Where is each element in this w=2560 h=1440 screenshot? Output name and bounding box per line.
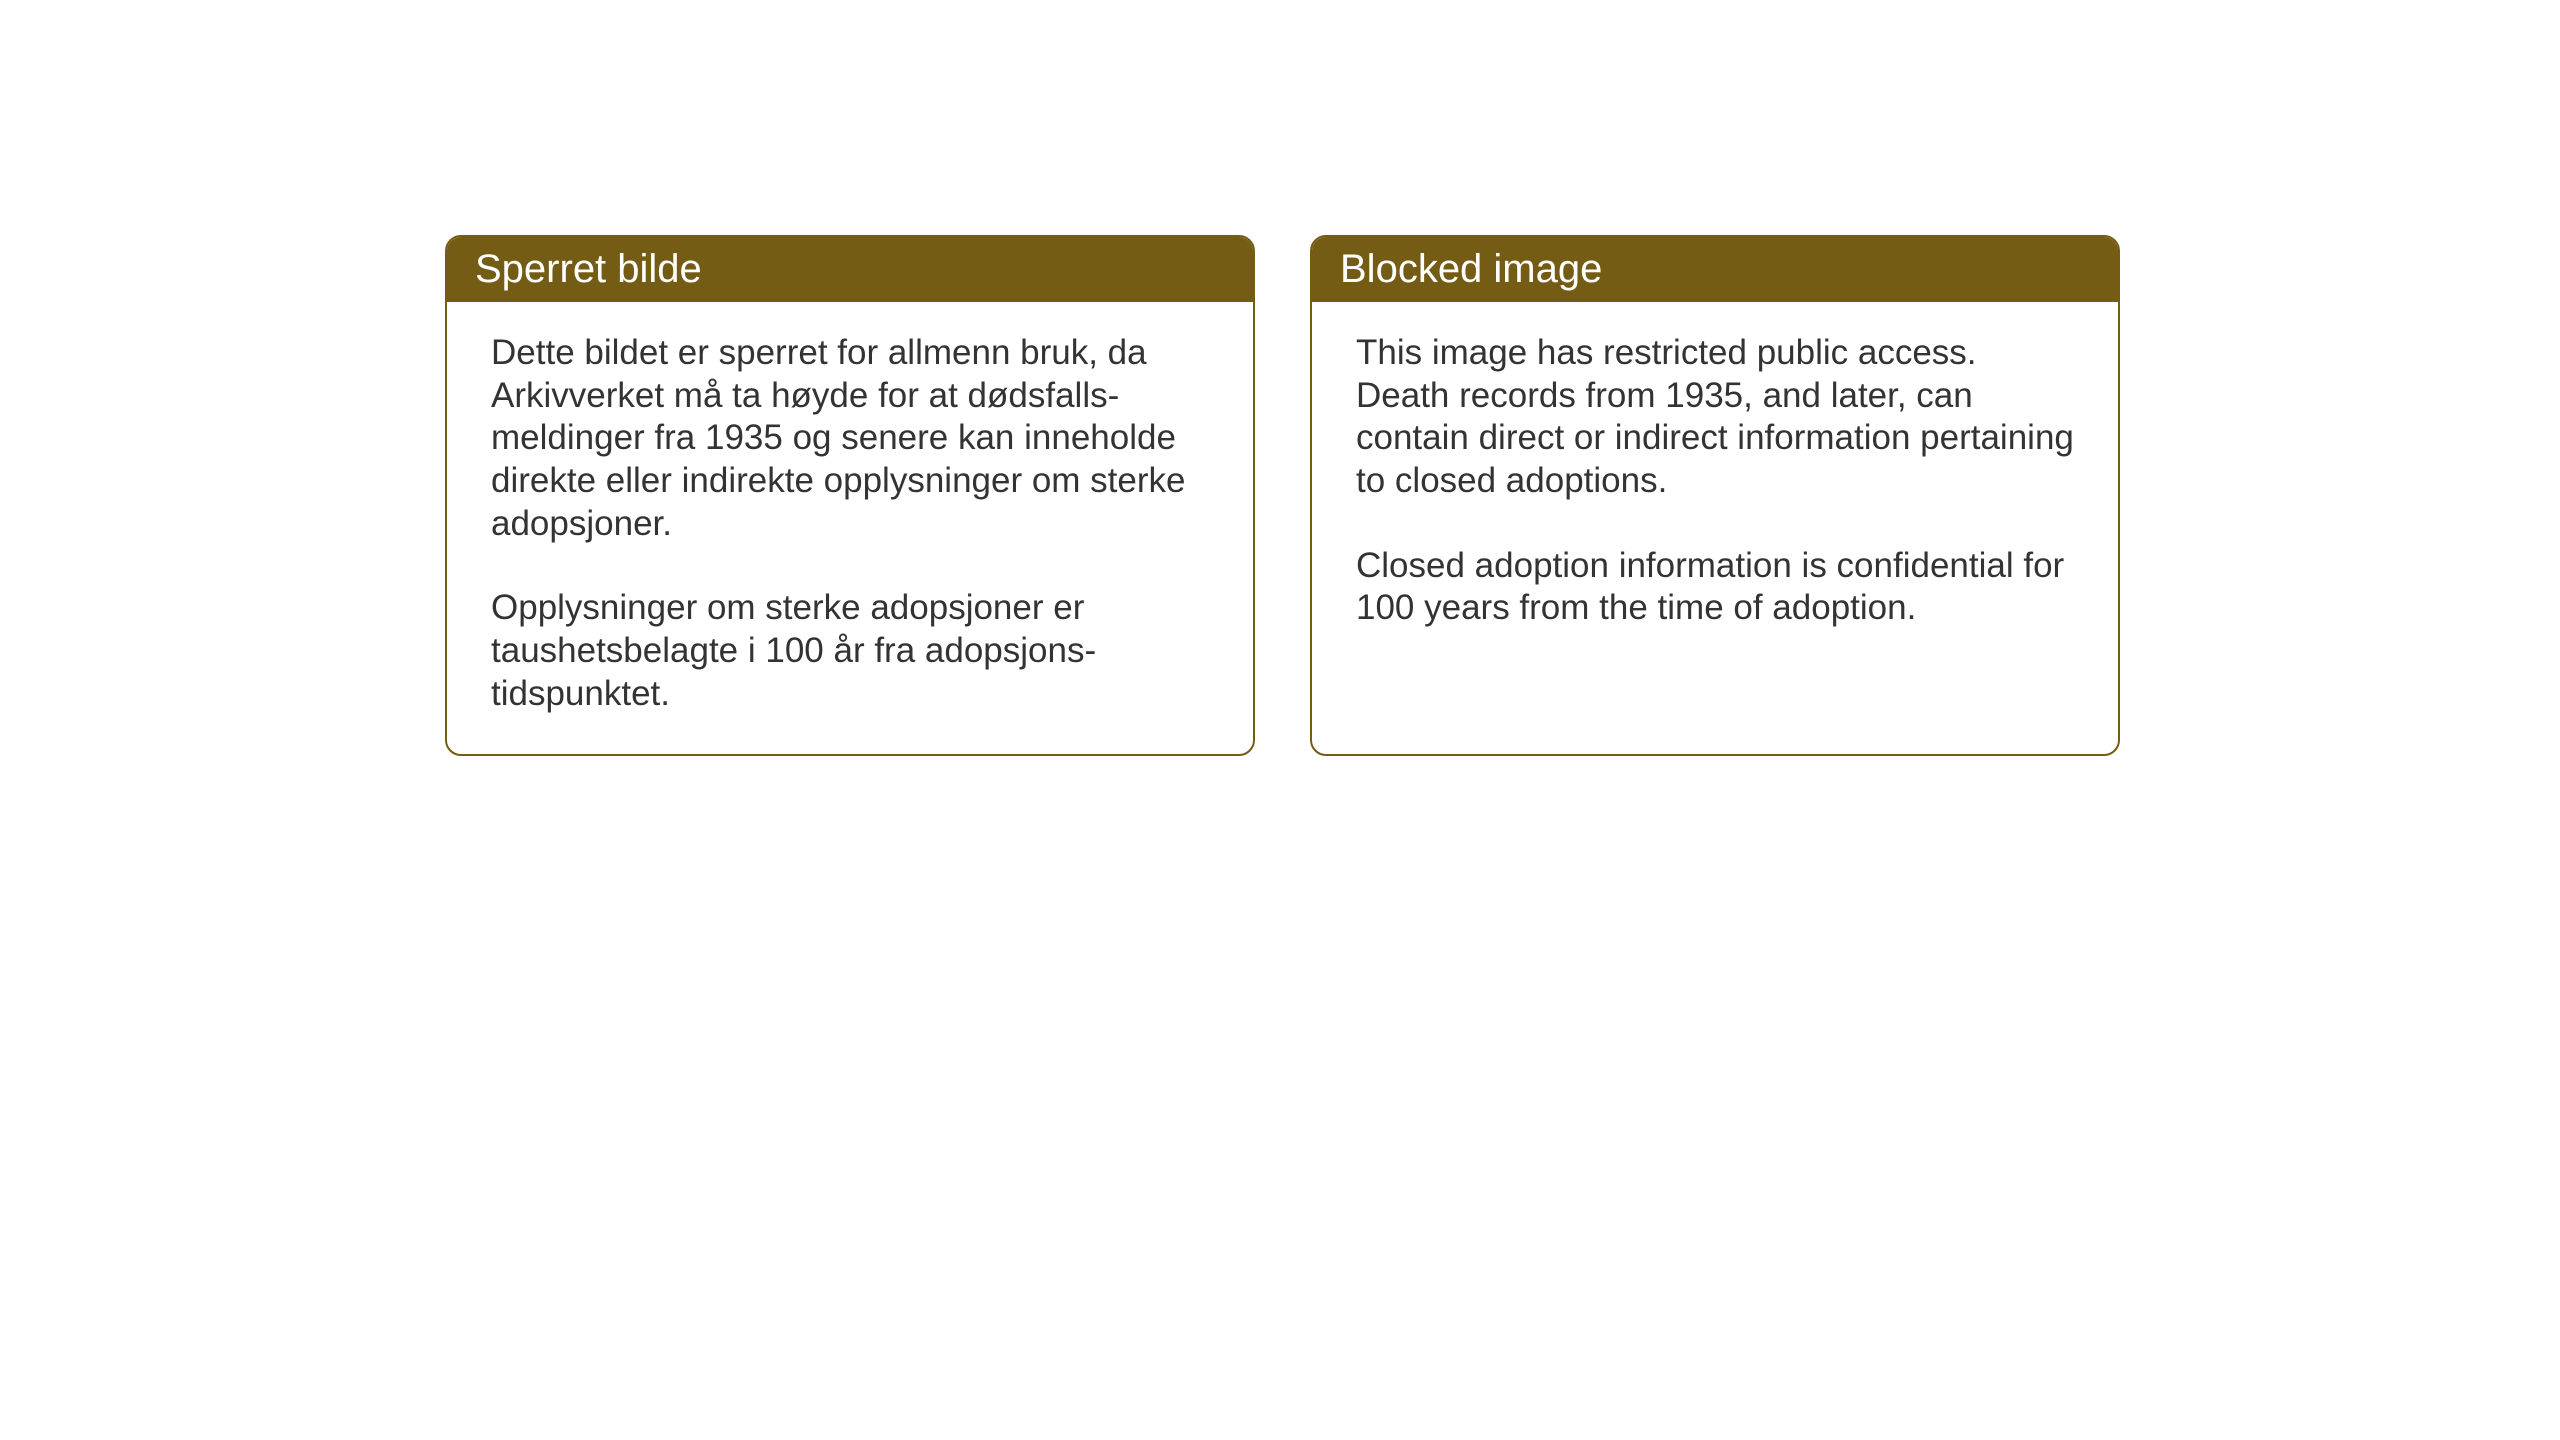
notice-paragraph-1-norwegian: Dette bildet er sperret for allmenn bruk… [491, 332, 1209, 545]
notice-header-english: Blocked image [1312, 237, 2118, 302]
notice-body-english: This image has restricted public access.… [1312, 302, 2118, 668]
notice-paragraph-2-norwegian: Opplysninger om sterke adopsjoner er tau… [491, 587, 1209, 715]
notice-paragraph-2-english: Closed adoption information is confident… [1356, 545, 2074, 630]
notice-title-norwegian: Sperret bilde [475, 247, 702, 291]
notice-box-english: Blocked image This image has restricted … [1310, 235, 2120, 756]
notice-title-english: Blocked image [1340, 247, 1602, 291]
notice-header-norwegian: Sperret bilde [447, 237, 1253, 302]
notice-container: Sperret bilde Dette bildet er sperret fo… [445, 235, 2120, 756]
notice-box-norwegian: Sperret bilde Dette bildet er sperret fo… [445, 235, 1255, 756]
notice-body-norwegian: Dette bildet er sperret for allmenn bruk… [447, 302, 1253, 754]
notice-paragraph-1-english: This image has restricted public access.… [1356, 332, 2074, 503]
